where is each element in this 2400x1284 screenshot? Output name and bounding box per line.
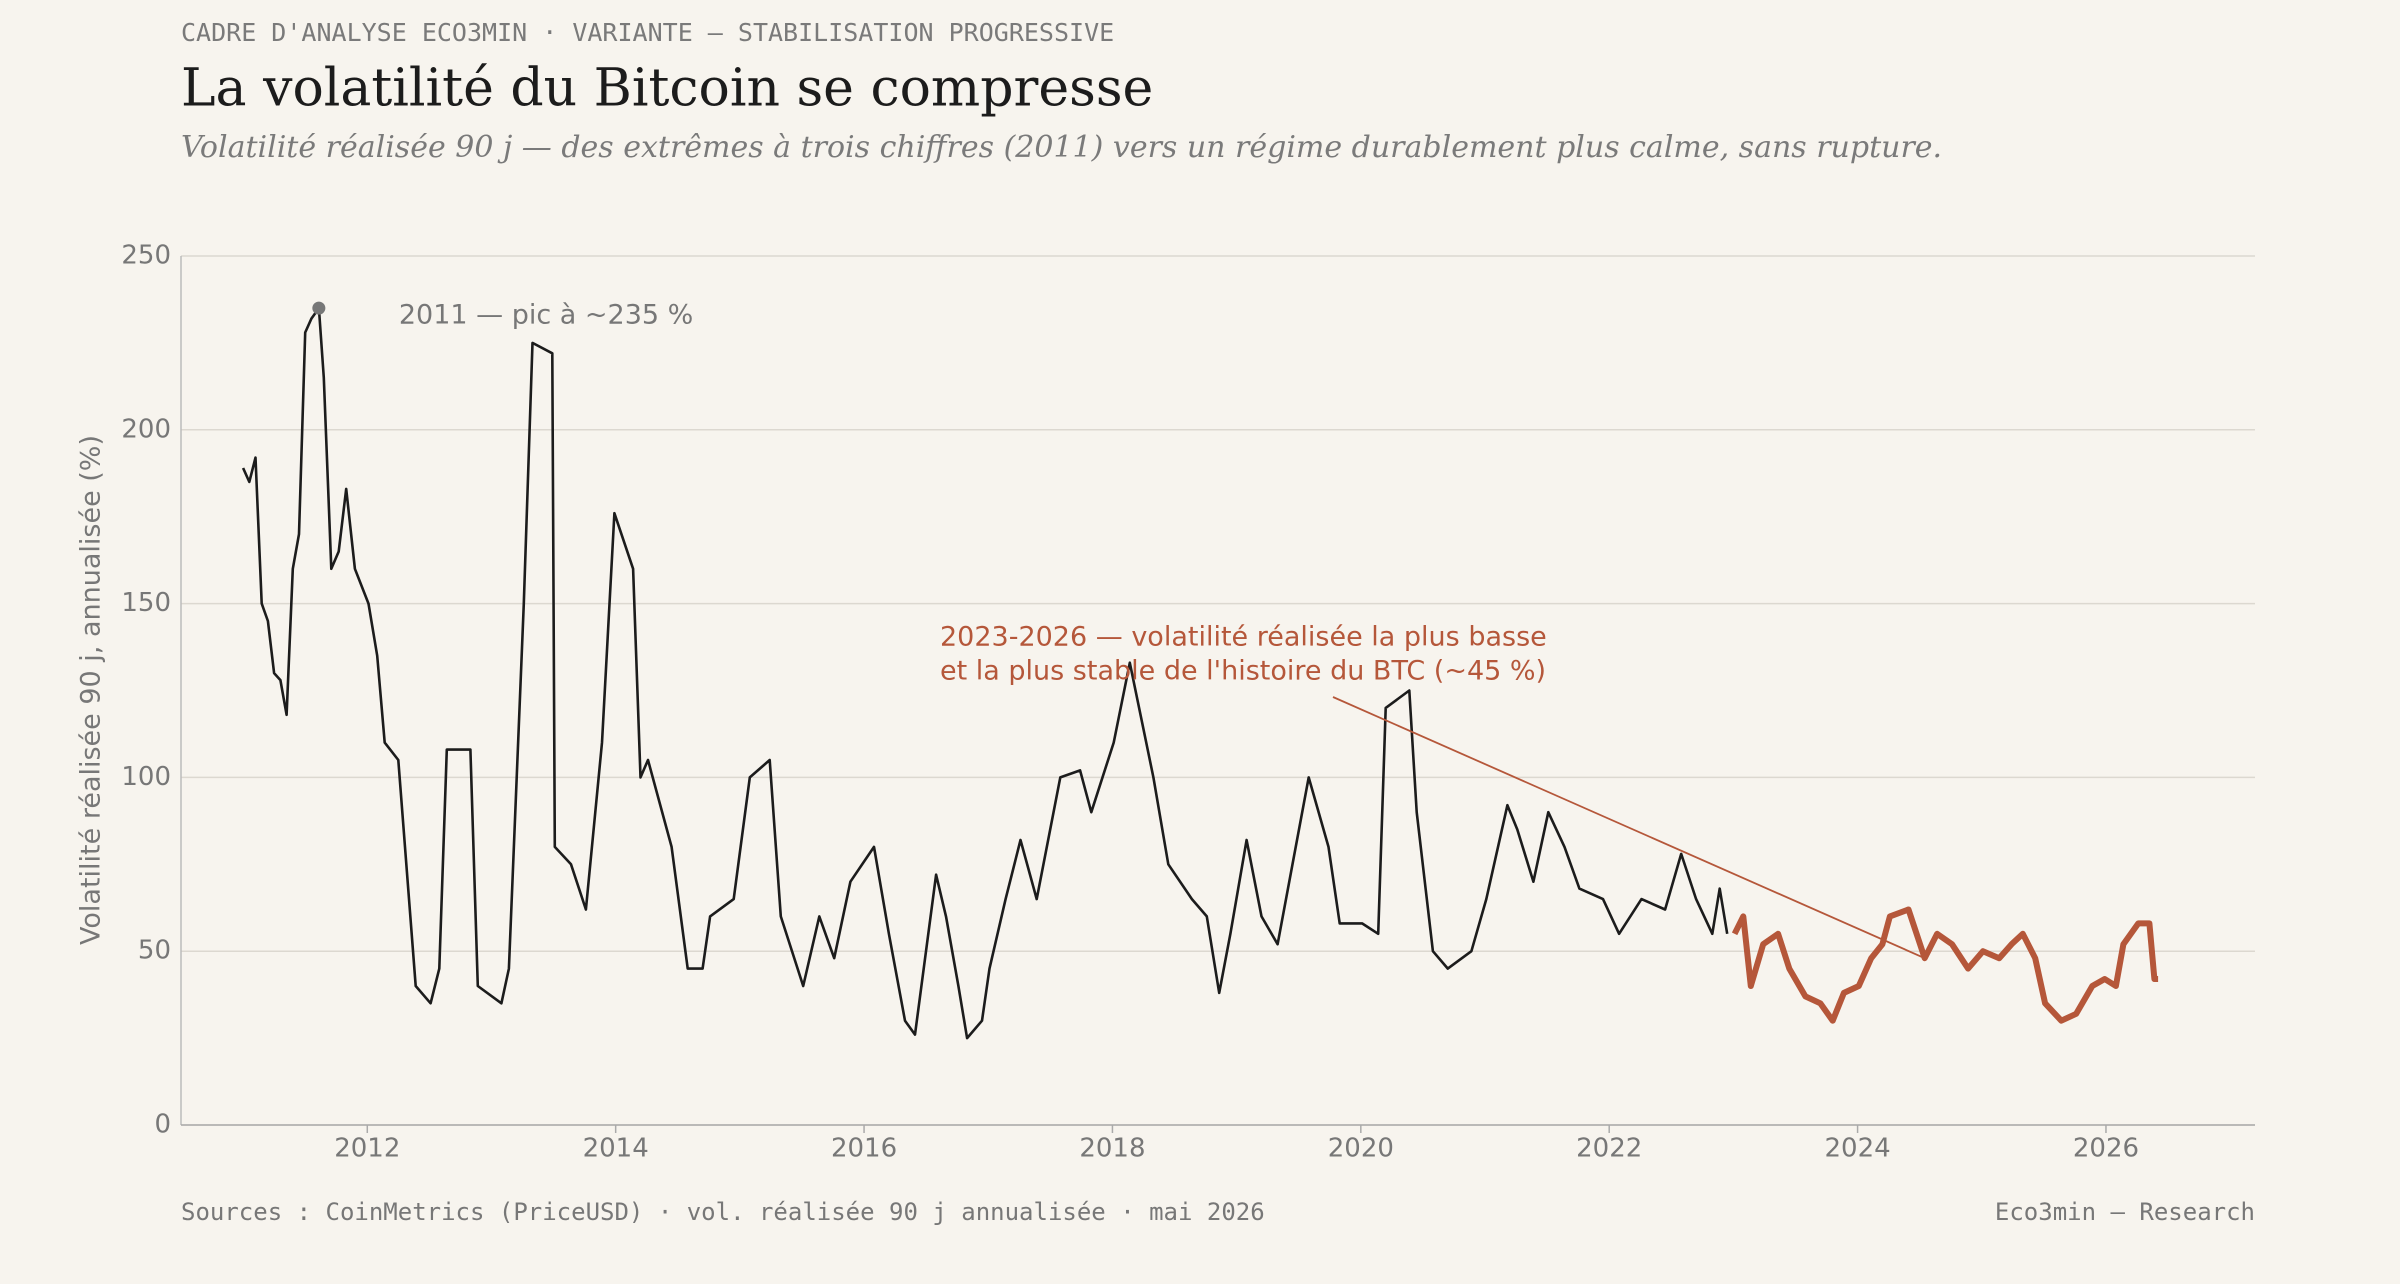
x-tick-label: 2024: [1825, 1134, 1891, 1164]
y-tick-label: 0: [154, 1110, 171, 1140]
annotation: et la plus stable de l'histoire du BTC (…: [940, 656, 1546, 687]
footer-brand: Eco3min — Research: [1995, 1198, 2255, 1226]
y-tick-label: 200: [121, 414, 171, 444]
annotation: 2011 — pic à ~235 %: [399, 300, 693, 331]
chart-title: La volatilité du Bitcoin se compresse: [181, 59, 1153, 119]
series-line: [1731, 906, 2159, 1024]
x-tick-label: 2022: [1576, 1134, 1642, 1164]
y-tick-label: 100: [121, 762, 171, 792]
kicker: CADRE D'ANALYSE ECO3MIN · VARIANTE — STA…: [181, 18, 1114, 47]
y-tick-label: 150: [121, 588, 171, 618]
x-tick-label: 2016: [831, 1134, 897, 1164]
x-tick-label: 2018: [1079, 1134, 1145, 1164]
y-tick-label: 250: [121, 241, 171, 271]
x-tick-label: 2014: [583, 1134, 649, 1164]
x-tick-label: 2026: [2073, 1134, 2139, 1164]
annotation-arrow: [1332, 696, 1926, 959]
peak-marker: [312, 301, 326, 315]
footer-source: Sources : CoinMetrics (PriceUSD) · vol. …: [181, 1198, 1265, 1226]
y-tick-label: 50: [138, 936, 171, 966]
chart-subtitle: Volatilité réalisée 90 j — des extrêmes …: [181, 130, 1942, 165]
series-line: [241, 306, 1729, 1040]
annotation: 2023-2026 — volatilité réalisée la plus …: [940, 622, 1547, 653]
y-axis-label: Volatilité réalisée 90 j, annualisée (%): [76, 435, 107, 945]
x-tick-label: 2020: [1328, 1134, 1394, 1164]
x-tick-label: 2012: [334, 1134, 400, 1164]
